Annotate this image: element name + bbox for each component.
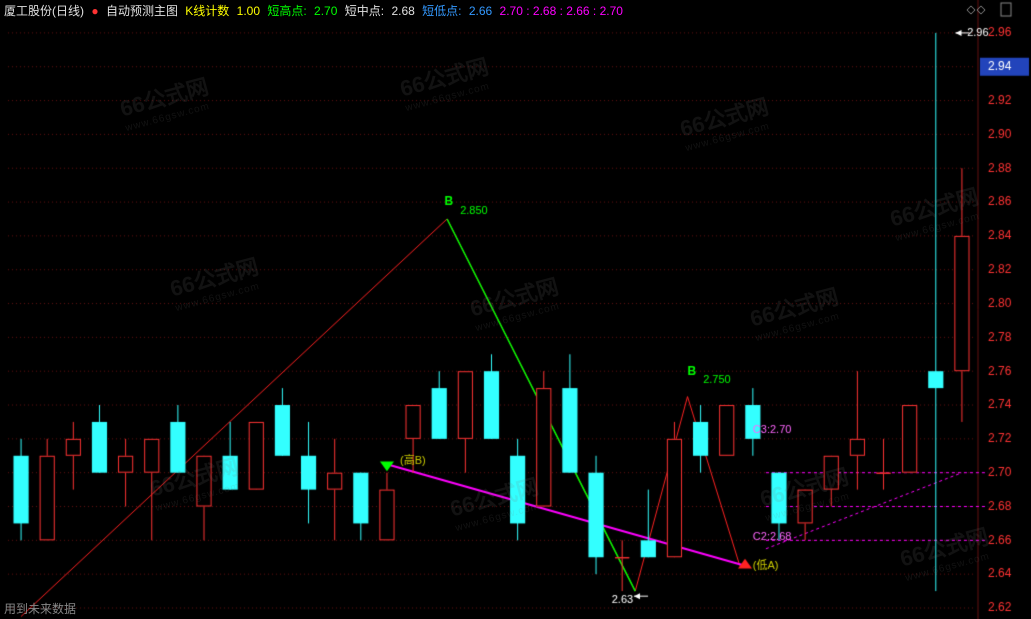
summary-values: 2.70 : 2.68 : 2.66 : 2.70 xyxy=(500,4,623,18)
chart-header: 厦工股份(日线) ● 自动预测主图 K线计数 1.00 短高点: 2.70 短中… xyxy=(4,2,627,19)
short-high-value: 2.70 xyxy=(314,4,337,18)
indicator-icon: ● xyxy=(91,4,98,18)
candlestick-chart[interactable] xyxy=(0,0,1031,619)
chart-container: 厦工股份(日线) ● 自动预测主图 K线计数 1.00 短高点: 2.70 短中… xyxy=(0,0,1031,619)
stock-name: 厦工股份(日线) xyxy=(4,4,84,18)
kline-count-label: K线计数 xyxy=(185,4,229,18)
indicator-label: 自动预测主图 xyxy=(106,4,178,18)
short-mid-value: 2.68 xyxy=(391,4,414,18)
short-mid-label: 短中点: xyxy=(345,4,384,18)
footer-note: 用到未来数据 xyxy=(4,600,76,617)
short-high-label: 短高点: xyxy=(267,4,306,18)
kline-count-value: 1.00 xyxy=(237,4,260,18)
short-low-label: 短低点: xyxy=(422,4,461,18)
short-low-value: 2.66 xyxy=(469,4,492,18)
